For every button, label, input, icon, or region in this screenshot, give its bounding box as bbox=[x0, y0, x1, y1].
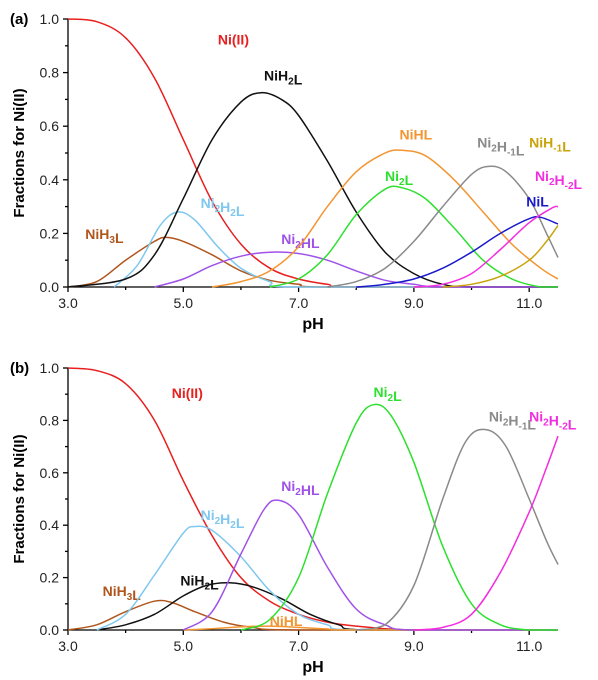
series-label-nihm1: NiH-1L bbox=[529, 135, 571, 155]
y-tick-label: 1.0 bbox=[40, 11, 60, 27]
series-label-ni2h2l: Ni2H2L bbox=[201, 195, 245, 219]
series-label-nih3l: NiH3L bbox=[85, 226, 124, 246]
x-tick-label: 5.0 bbox=[174, 638, 194, 654]
chart-panel-a: 0.0 0.2 0.4 0.6 0.8 1.0 3.0 5.0 7.0 9.0 11.0 (a) pH F… bbox=[10, 11, 583, 333]
series-label-niii: Ni(II) bbox=[172, 385, 203, 401]
series-label-nih3l: NiH3L bbox=[103, 583, 142, 603]
series-label-ni2l: Ni2L bbox=[385, 168, 414, 188]
panel-tag: (a) bbox=[10, 11, 28, 28]
y-tick-label: 0.4 bbox=[40, 517, 60, 533]
series-line-ni2hl bbox=[182, 499, 558, 631]
y-tick-label: 0.4 bbox=[40, 172, 60, 188]
series-line-nil bbox=[356, 215, 559, 288]
series-line-ni2h2l bbox=[113, 211, 558, 288]
x-tick-label: 7.0 bbox=[289, 638, 309, 654]
series-label-nihl: NiHL bbox=[399, 127, 432, 143]
x-tick-label: 9.0 bbox=[404, 638, 424, 654]
series-line-ni2hm1l bbox=[327, 165, 559, 288]
y-tick-label: 0.2 bbox=[40, 570, 60, 586]
series-line-nihl bbox=[183, 625, 558, 631]
x-tick-label: 3.0 bbox=[58, 638, 78, 654]
x-tick-label: 5.0 bbox=[174, 295, 194, 311]
series-label-ni2hm1l: Ni2H-1L bbox=[477, 135, 525, 159]
series-label-ni2hm1l: Ni2H-1L bbox=[489, 409, 537, 433]
series-label-nihl: NiHL bbox=[270, 613, 303, 629]
series-label-ni2hl: Ni2HL bbox=[281, 478, 320, 498]
x-tick-label: 11.0 bbox=[516, 638, 542, 654]
series-label-ni2hl: Ni2HL bbox=[281, 231, 320, 251]
y-tick-label: 0.8 bbox=[40, 65, 60, 81]
x-axis-label: pH bbox=[302, 659, 323, 676]
y-tick-label: 0.6 bbox=[40, 465, 60, 481]
series-line-ni2hm2l bbox=[413, 205, 559, 288]
series-label-niii: Ni(II) bbox=[218, 31, 249, 47]
y-tick-label: 0.2 bbox=[40, 225, 60, 241]
series-line-ni2l bbox=[269, 185, 558, 288]
panel-tag: (b) bbox=[10, 360, 29, 377]
y-tick-label: 0.0 bbox=[40, 622, 60, 638]
y-tick-label: 0.0 bbox=[40, 279, 60, 295]
series-label-ni2h2l: Ni2H2L bbox=[201, 507, 245, 531]
x-tick-label: 3.0 bbox=[58, 295, 78, 311]
y-axis-label: Fractions for Ni(II) bbox=[11, 434, 28, 563]
y-axis-label: Fractions for Ni(II) bbox=[11, 88, 28, 217]
series-line-nihm1 bbox=[442, 224, 559, 288]
series-line-nih2l bbox=[96, 582, 558, 631]
series-label-nih2l: NiH2L bbox=[264, 68, 303, 88]
y-tick-label: 0.8 bbox=[40, 412, 60, 428]
series-line-ni2hm2l bbox=[413, 435, 559, 631]
y-tick-label: 1.0 bbox=[40, 360, 60, 376]
series-label-ni2hm2l: Ni2H-2L bbox=[535, 168, 583, 192]
chart-panel-b: 0.0 0.2 0.4 0.6 0.8 1.0 3.0 5.0 7.0 9.0 11.0 (b) pH F… bbox=[10, 360, 577, 676]
series-line-nih2l bbox=[67, 91, 558, 288]
series-line-ni2l bbox=[240, 403, 558, 631]
y-tick-label: 0.6 bbox=[40, 118, 60, 134]
series-line-ni2hl bbox=[154, 251, 558, 288]
series-line-niii bbox=[67, 367, 558, 631]
series-line-nih3l bbox=[67, 599, 558, 631]
series-line-ni2h2l bbox=[96, 525, 558, 631]
series-label-nih2l: NiH2L bbox=[180, 572, 219, 592]
series-label-nil: NiL bbox=[526, 194, 549, 210]
x-tick-label: 11.0 bbox=[516, 295, 542, 311]
x-tick-label: 7.0 bbox=[289, 295, 309, 311]
series-label-ni2hm2l: Ni2H-2L bbox=[529, 409, 577, 433]
series-line-ni2hm1l bbox=[356, 428, 559, 631]
x-tick-label: 9.0 bbox=[404, 295, 424, 311]
series-label-ni2l: Ni2L bbox=[374, 384, 403, 404]
x-axis-label: pH bbox=[302, 316, 323, 333]
